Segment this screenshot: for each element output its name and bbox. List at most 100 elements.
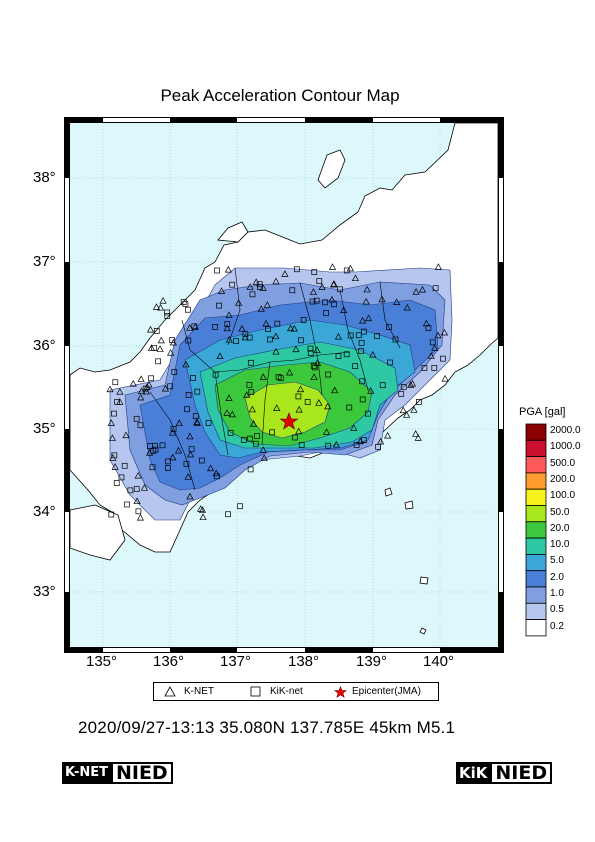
knet-station (259, 373, 267, 380)
lon-label-136: 136° (153, 653, 185, 670)
knet-station (186, 324, 194, 331)
knet-station (367, 387, 375, 394)
kiknet-station (325, 371, 332, 378)
legend-swatch (525, 521, 547, 539)
knet-nied-logo: K-NET NIED (62, 762, 173, 784)
knet-station (235, 299, 243, 306)
knet-station (249, 419, 258, 427)
legend-swatch (525, 554, 547, 572)
legend-swatch (525, 488, 547, 506)
kiknet-station (323, 310, 329, 316)
kiknet-station (148, 375, 154, 382)
knet-station (246, 283, 254, 290)
knet-station (223, 324, 231, 332)
kiknet-station (295, 393, 302, 400)
kiknet-station (425, 325, 432, 331)
symbol-key: K-NET KiK-net Epicenter(JMA) (153, 682, 439, 701)
knet-station (313, 346, 321, 353)
kiknet-station (343, 351, 350, 358)
knet-station (310, 373, 318, 380)
knet-station (217, 287, 226, 294)
kiknet-station (155, 358, 161, 365)
kiknet-station (167, 383, 173, 390)
knet-station (399, 406, 407, 414)
kiknet-station (307, 345, 314, 352)
kiknet-station (124, 501, 130, 508)
legend-swatch (525, 439, 547, 457)
kiknet-station (322, 299, 328, 306)
kiknet-station (429, 339, 436, 346)
kiknet-station (185, 337, 192, 344)
kiknet-station (352, 363, 358, 369)
knet-station (259, 284, 267, 291)
knet-station (175, 419, 183, 427)
kiknet-station (205, 420, 212, 426)
knet-station (225, 335, 233, 343)
kiknet-station (171, 369, 178, 375)
knet-station (318, 283, 326, 290)
knet-station (257, 305, 265, 312)
knet-station (111, 463, 119, 470)
kiknet-station (212, 371, 219, 378)
kiknet-station (431, 365, 438, 371)
legend-label: 200.0 (550, 473, 576, 485)
knet-station (328, 295, 336, 303)
kiknet-station (374, 333, 381, 340)
lat-label-33: 33° (33, 583, 56, 600)
kiknet-station (289, 287, 296, 294)
knet-station (292, 345, 300, 353)
legend-label: 10.0 (550, 539, 570, 551)
knet-station (145, 449, 154, 456)
knet-station (440, 328, 449, 336)
legend-swatch (525, 537, 547, 555)
kiknet-station (199, 457, 205, 464)
knet-station (410, 406, 418, 413)
legend-label: 500.0 (550, 457, 576, 469)
knet-station (281, 270, 289, 277)
knet-station (364, 314, 373, 322)
knet-station (369, 350, 377, 358)
legend-swatch (525, 586, 547, 604)
kiknet-station (224, 321, 231, 327)
kiknet-station (137, 422, 144, 429)
kiknet-station (300, 317, 307, 323)
knet-station (199, 513, 207, 520)
knet-station (262, 319, 270, 327)
kiknet-station (214, 267, 220, 274)
knet-station (206, 464, 215, 472)
kiknet-station (246, 381, 253, 388)
kiknet-station (229, 281, 236, 288)
legend-swatch (525, 423, 547, 441)
knet-station (427, 352, 435, 359)
knet-station (137, 393, 145, 401)
knet-station (161, 384, 170, 392)
knet-station (418, 285, 427, 293)
kiknet-station (133, 486, 140, 492)
knet-station (159, 297, 167, 304)
knet-station (315, 399, 323, 406)
kiknet-station (159, 442, 166, 449)
knet-station (273, 404, 281, 411)
knet-station (412, 430, 420, 437)
kiknet-station (293, 266, 300, 273)
knet-triangle-icon (164, 686, 176, 697)
legend-label: 0.5 (550, 604, 564, 616)
kiknet-station (361, 328, 367, 335)
kiknet-station (335, 353, 342, 359)
lat-label-35: 35° (33, 420, 56, 437)
lon-label-137: 137° (220, 653, 252, 670)
knet-station (378, 295, 386, 303)
legend-label: 100.0 (550, 490, 576, 502)
kiknet-station (252, 440, 259, 447)
legend-swatch (525, 602, 547, 620)
kiknet-station (304, 399, 311, 405)
knet-station (362, 297, 370, 305)
knet-station (334, 332, 343, 340)
knet-station (107, 419, 115, 426)
kiknet-station (248, 389, 255, 395)
kiknet-station (269, 429, 275, 436)
kiknet-station (180, 299, 187, 305)
kiknet-station (274, 320, 281, 327)
kiknet-station (267, 336, 273, 343)
